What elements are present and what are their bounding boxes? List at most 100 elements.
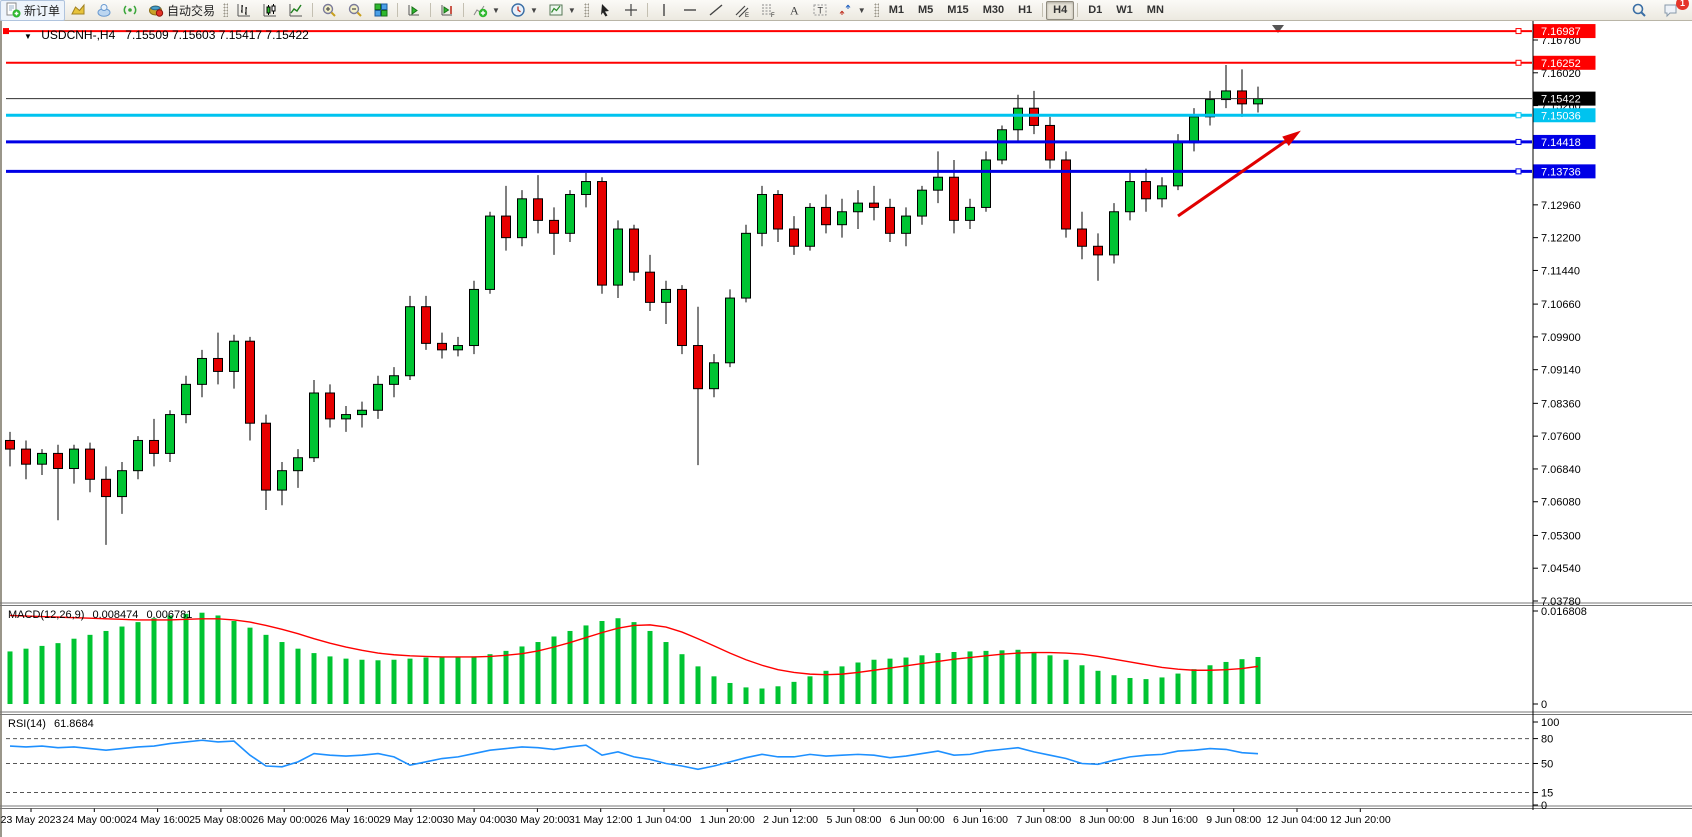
signals-button[interactable] [117, 0, 143, 21]
timeframe-h1-button[interactable]: H1 [1018, 4, 1033, 16]
line-start-marker[interactable] [3, 28, 9, 35]
candle-body [485, 215, 495, 290]
equidistant-channel-button[interactable]: E [729, 0, 755, 21]
vertical-line-button[interactable] [651, 0, 677, 21]
periods-dropdown-icon[interactable]: ▼ [529, 5, 538, 15]
indicators-button[interactable]: ▼ [467, 0, 505, 21]
new-order-button[interactable]: 新订单 [0, 0, 66, 21]
chart-shift-button[interactable] [434, 0, 460, 21]
macd-histogram-bar [359, 659, 365, 704]
zoom-in-button[interactable] [316, 0, 342, 21]
macd-histogram-bar [951, 651, 957, 704]
candle-body [197, 357, 207, 385]
fibonacci-button[interactable]: F [755, 0, 781, 21]
text-button[interactable]: A [781, 0, 807, 21]
timeframe-m15-button[interactable]: M15 [947, 4, 969, 16]
zoom-out-button[interactable] [342, 0, 368, 21]
timeframe-m1-button[interactable]: M1 [888, 4, 904, 16]
chart-canvas[interactable]: 7.167807.160207.152607.129607.122007.114… [0, 20, 1692, 837]
macd-histogram-bar [983, 650, 989, 704]
toolbar-grip[interactable] [873, 3, 879, 17]
candle-body [149, 439, 159, 454]
time-tick-label: 29 May 12:00 [379, 814, 443, 826]
templates-dropdown-icon[interactable]: ▼ [567, 5, 576, 15]
bars-chart-icon [236, 2, 252, 18]
line-price-flag [1533, 55, 1596, 70]
label-icon: T [812, 2, 828, 18]
auto-scroll-button[interactable] [401, 0, 427, 21]
macd-histogram-bar [39, 645, 45, 704]
timeframe-d1-button[interactable]: D1 [1088, 4, 1103, 16]
candle-body [1125, 181, 1135, 213]
chart-shift-marker-icon[interactable] [1272, 25, 1284, 33]
trend-arrow-annotation[interactable] [1177, 132, 1297, 218]
candle-body [341, 414, 351, 420]
macd-histogram-bar [471, 656, 477, 704]
periods-button[interactable]: ▼ [505, 0, 543, 21]
line-endpoint-marker[interactable] [1515, 138, 1522, 145]
line-endpoint-marker[interactable] [1515, 28, 1522, 35]
line-endpoint-marker[interactable] [1515, 168, 1522, 175]
notifications-button[interactable]: 1 [1658, 0, 1689, 21]
candle-body [1221, 90, 1231, 101]
arrows-dropdown-icon[interactable]: ▼ [857, 5, 866, 15]
timeframe-m30-button[interactable]: M30 [982, 4, 1005, 16]
timeframe-mn-button[interactable]: MN [1146, 4, 1164, 16]
trendline-button[interactable] [703, 0, 729, 21]
search-button[interactable] [1626, 0, 1652, 21]
rsi-line [9, 739, 1259, 771]
candle-chart-mode-button[interactable] [257, 0, 283, 21]
candle-body [325, 392, 335, 420]
price-tick-label: 7.04540 [1541, 563, 1581, 575]
timeframe-m5-button[interactable]: M5 [918, 4, 934, 16]
macd-histogram-bar [71, 638, 77, 704]
candle-body [821, 206, 831, 226]
candle-body [517, 198, 527, 239]
new-chart-button[interactable] [65, 0, 91, 21]
candle-body [309, 392, 319, 459]
macd-main-value: 0.008474 [92, 609, 139, 621]
timeframe-h4-button[interactable]: H4 [1046, 0, 1075, 20]
trend-arrow-head[interactable] [1282, 130, 1301, 146]
price-tick-label: 7.05300 [1541, 530, 1581, 542]
time-tick-label: 8 Jun 16:00 [1143, 814, 1198, 826]
time-tick-label: 30 May 20:00 [506, 814, 570, 826]
crosshair-icon [623, 2, 639, 18]
time-tick-label: 5 Jun 08:00 [826, 814, 881, 826]
line-endpoint-marker[interactable] [1515, 112, 1522, 119]
cursor-button[interactable] [592, 0, 618, 21]
arrows-button[interactable]: ▼ [833, 0, 871, 21]
macd-signal-line [9, 614, 1259, 676]
candle-body [261, 422, 271, 491]
indicators-icon [472, 2, 488, 18]
line-endpoint-marker[interactable] [1515, 59, 1522, 66]
arrows-icon [838, 2, 854, 18]
macd-histogram-bar [695, 666, 701, 704]
time-tick-label: 23 May 2023 [1, 814, 62, 826]
text-label-button[interactable]: T [807, 0, 833, 21]
indicators-dropdown-icon[interactable]: ▼ [492, 5, 500, 15]
templates-button[interactable]: ▼ [543, 0, 581, 21]
profiles-button[interactable] [91, 0, 117, 21]
horizontal-line-button[interactable] [677, 0, 703, 21]
oneclick-trading-toggle-icon[interactable]: ▼ [24, 32, 32, 41]
line-chart-mode-button[interactable] [283, 0, 309, 21]
macd-histogram-bar [1239, 659, 1245, 704]
auto-trading-button[interactable]: 自动交易 [143, 0, 220, 21]
candle-body [1141, 181, 1151, 200]
timeframe-w1-button[interactable]: W1 [1116, 4, 1133, 16]
crosshair-button[interactable] [618, 0, 644, 21]
macd-histogram-bar [423, 657, 429, 704]
hline-icon [682, 2, 698, 18]
templates-icon [548, 2, 564, 18]
macd-histogram-bar [375, 660, 381, 704]
macd-histogram-bar [343, 658, 349, 704]
bar-chart-mode-button[interactable] [231, 0, 257, 21]
candle-body [837, 211, 847, 226]
toolbar-grip[interactable] [583, 3, 589, 17]
time-tick-label: 30 May 04:00 [442, 814, 506, 826]
toolbar-grip[interactable] [223, 3, 229, 17]
macd-histogram-bar [519, 646, 525, 704]
tile-windows-button[interactable] [368, 0, 394, 21]
svg-text:T: T [817, 6, 823, 16]
